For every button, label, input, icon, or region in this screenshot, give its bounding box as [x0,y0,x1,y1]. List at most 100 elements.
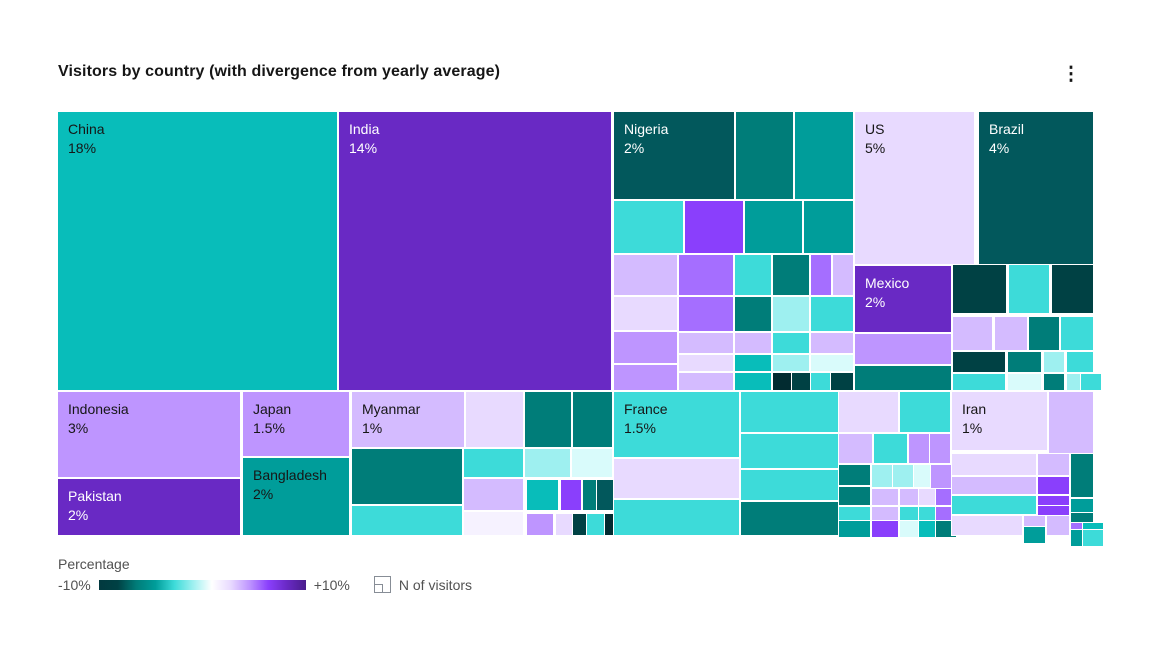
treemap-cell[interactable] [735,373,771,390]
treemap-cell[interactable] [872,465,892,487]
treemap-cell[interactable] [919,507,939,523]
treemap-cell[interactable] [527,480,558,510]
treemap-cell[interactable] [872,507,898,523]
treemap-cell[interactable] [614,500,739,535]
treemap-cell[interactable] [952,454,1036,475]
treemap-cell[interactable] [1008,374,1041,390]
treemap-cell[interactable] [614,255,677,295]
treemap-cell[interactable] [679,297,733,331]
treemap-cell-indonesia[interactable]: Indonesia 3% [58,392,240,477]
treemap-cell[interactable] [1061,317,1093,350]
treemap-cell[interactable] [936,489,956,505]
treemap-cell[interactable] [525,449,570,477]
treemap-cell[interactable] [773,373,793,390]
treemap-cell[interactable] [573,392,612,447]
treemap-cell[interactable] [914,465,934,487]
treemap-cell[interactable] [919,489,939,505]
treemap-cell[interactable] [556,514,576,535]
treemap-cell-iran[interactable]: Iran 1% [952,392,1047,450]
treemap-cell[interactable] [587,514,607,535]
treemap-cell[interactable] [735,255,771,295]
treemap-cell[interactable] [855,334,951,364]
treemap-cell[interactable] [1047,516,1069,535]
treemap-cell[interactable] [679,333,733,353]
treemap-cell[interactable] [614,332,677,363]
treemap-cell[interactable] [855,366,951,390]
treemap-cell[interactable] [1083,530,1103,546]
treemap-cell[interactable] [811,297,853,331]
treemap-cell[interactable] [872,521,898,537]
treemap-cell[interactable] [893,465,913,487]
treemap-cell[interactable] [952,477,1036,494]
treemap-cell[interactable] [773,333,809,353]
treemap-cell[interactable] [1024,527,1045,543]
treemap-cell[interactable] [952,496,1036,514]
treemap-cell-india[interactable]: India 14% [339,112,611,390]
treemap-cell[interactable] [952,516,1022,535]
overflow-menu-button[interactable]: ⋮ [1055,58,1087,90]
treemap-cell-us[interactable]: US 5% [855,112,974,264]
treemap-cell[interactable] [839,434,872,463]
treemap-cell[interactable] [1044,374,1064,390]
treemap-cell-france[interactable]: France 1.5% [614,392,739,457]
treemap-cell[interactable] [1071,454,1093,497]
treemap-cell[interactable] [773,297,809,331]
treemap-cell[interactable] [831,373,853,390]
treemap-cell[interactable] [1052,265,1093,313]
treemap-cell[interactable] [685,201,743,253]
treemap-cell[interactable] [792,373,812,390]
treemap-cell[interactable] [804,201,853,253]
treemap-cell[interactable] [745,201,802,253]
treemap-cell[interactable] [736,112,793,199]
treemap-cell-bangladesh[interactable]: Bangladesh 2% [243,458,349,535]
treemap-cell[interactable] [839,521,870,537]
treemap-cell[interactable] [811,255,831,295]
treemap-cell[interactable] [953,265,1006,313]
treemap-cell[interactable] [741,470,838,500]
treemap-cell[interactable] [1038,477,1069,494]
treemap-cell[interactable] [900,507,920,523]
treemap-cell[interactable] [614,459,739,498]
treemap-cell[interactable] [1049,392,1093,454]
treemap-cell[interactable] [773,355,809,371]
treemap-cell[interactable] [936,507,956,523]
treemap-cell[interactable] [679,373,733,390]
treemap-cell[interactable] [464,479,523,510]
treemap-cell[interactable] [795,112,853,199]
treemap-cell[interactable] [679,255,733,295]
treemap-cell[interactable] [900,521,920,537]
treemap-cell[interactable] [811,355,853,371]
treemap-cell[interactable] [839,487,870,505]
treemap-cell[interactable] [811,373,831,390]
treemap-cell-myanmar[interactable]: Myanmar 1% [352,392,464,447]
treemap-cell[interactable] [1067,352,1093,372]
treemap-cell[interactable] [561,480,581,510]
treemap-cell[interactable] [679,355,733,371]
treemap-cell[interactable] [466,392,523,447]
treemap-cell[interactable] [614,201,683,253]
treemap-cell[interactable] [936,521,956,537]
treemap-cell[interactable] [909,434,929,463]
treemap-cell[interactable] [1081,374,1101,390]
treemap-cell[interactable] [527,514,553,535]
treemap-cell[interactable] [773,255,809,295]
treemap-cell[interactable] [953,374,1005,390]
treemap-cell[interactable] [352,449,462,504]
treemap-cell-japan[interactable]: Japan 1.5% [243,392,349,456]
treemap-cell[interactable] [1038,454,1069,475]
treemap-cell[interactable] [735,333,771,353]
treemap-cell[interactable] [811,333,853,353]
treemap-cell[interactable] [735,355,771,371]
treemap-cell[interactable] [525,392,571,447]
treemap-cell[interactable] [735,297,771,331]
treemap-cell[interactable] [930,434,950,463]
treemap-cell[interactable] [464,449,523,477]
treemap-cell[interactable] [741,502,838,535]
treemap-cell[interactable] [1044,352,1064,372]
treemap-cell[interactable] [833,255,853,295]
treemap-cell[interactable] [572,449,612,477]
treemap-cell[interactable] [900,392,950,432]
treemap-cell[interactable] [995,317,1027,350]
treemap-cell[interactable] [931,465,951,493]
treemap-cell[interactable] [919,521,939,537]
